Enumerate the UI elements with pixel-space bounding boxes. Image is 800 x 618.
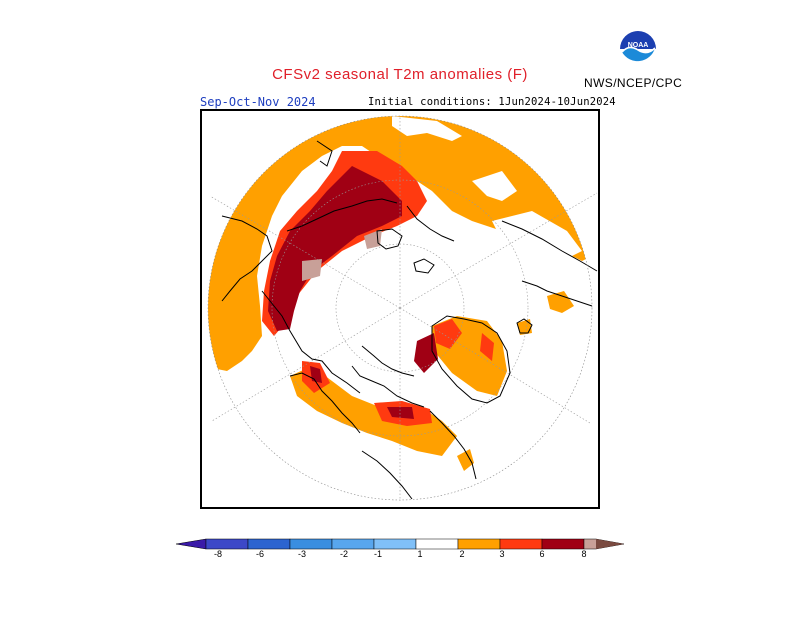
colorbar-tick: -1: [373, 549, 383, 559]
colorbar-tick: 6: [539, 549, 545, 559]
colorbar-tick: 2: [459, 549, 465, 559]
colorbar-tick: 1: [417, 549, 423, 559]
coastlines: [221, 140, 598, 500]
noaa-logo: NOAA: [619, 30, 657, 68]
colorbar-tick: -3: [297, 549, 307, 559]
polar-map: [200, 109, 600, 509]
season-label: Sep-Oct-Nov 2024: [200, 95, 316, 109]
noaa-logo-text: NOAA: [628, 42, 649, 49]
anomaly-region-alaska-3to6: [310, 366, 414, 419]
colorbar-tick: -2: [339, 549, 349, 559]
colorbar-tick: 8: [581, 549, 587, 559]
anomaly-region-alaska-1to2: [290, 366, 457, 456]
colorbar-tick: 3: [499, 549, 505, 559]
anomaly-region-greenland-2to3: [434, 319, 494, 361]
anomaly-region-siberia-3to6: [268, 166, 402, 331]
colorbar-tick: -6: [255, 549, 265, 559]
colorbar-tick: -8: [213, 549, 223, 559]
initial-conditions-label: Initial conditions: 1Jun2024-10Jun2024: [368, 96, 616, 108]
map-title: CFSv2 seasonal T2m anomalies (F): [272, 66, 528, 83]
agency-label: NWS/NCEP/CPC: [584, 76, 683, 90]
graticule: [209, 116, 598, 501]
anomaly-region-siberia-6to8: [302, 229, 382, 281]
hemisphere-disk: [208, 116, 592, 500]
colorbar-overlay: [175, 535, 626, 550]
